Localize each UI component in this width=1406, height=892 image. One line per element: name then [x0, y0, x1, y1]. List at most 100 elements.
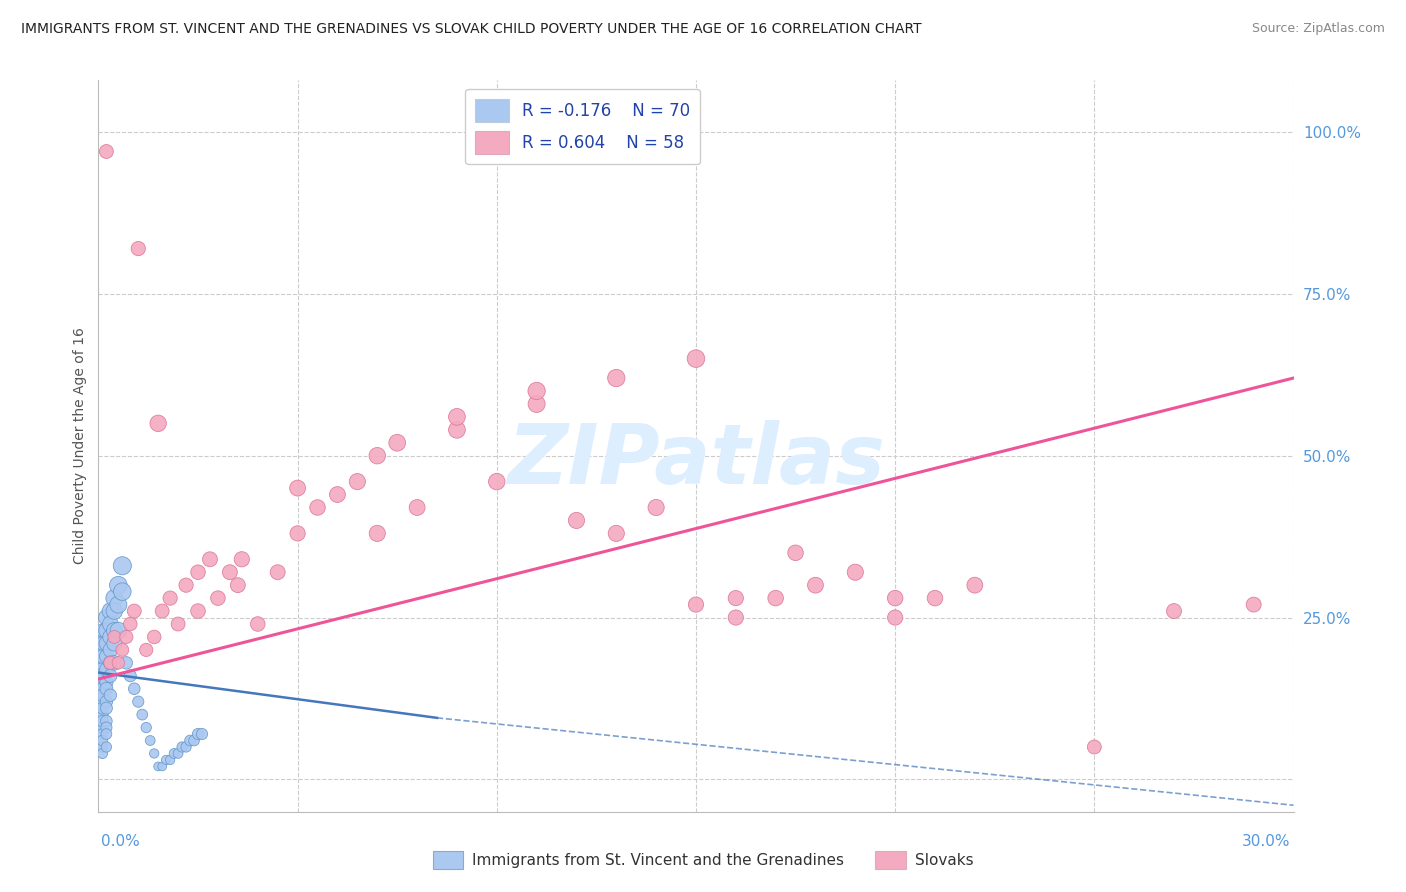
Point [127, 242, 149, 256]
Point [115, 630, 138, 644]
Point [91, 701, 114, 715]
Point [155, 753, 177, 767]
Point [884, 591, 907, 606]
Point [96, 714, 118, 728]
Point [107, 656, 129, 670]
Point [96, 675, 118, 690]
Point [163, 747, 186, 761]
Point [143, 747, 166, 761]
Point [91, 630, 114, 644]
Point [148, 759, 170, 773]
Point [287, 481, 309, 495]
Point [91, 624, 114, 638]
Point [963, 578, 986, 592]
Point [124, 681, 146, 696]
Point [115, 656, 138, 670]
Point [91, 669, 114, 683]
Point [91, 643, 114, 657]
Point [103, 604, 125, 618]
Point [685, 598, 707, 612]
Point [167, 617, 190, 632]
Point [187, 566, 209, 580]
Point [207, 591, 229, 606]
Point [91, 688, 114, 702]
Point [111, 558, 134, 573]
Point [96, 739, 118, 754]
Point [366, 526, 388, 541]
Y-axis label: Child Poverty Under the Age of 16: Child Poverty Under the Age of 16 [73, 327, 87, 565]
Point [91, 636, 114, 650]
Point [231, 552, 253, 566]
Point [785, 546, 807, 560]
Point [96, 662, 118, 676]
Point [103, 656, 125, 670]
Point [267, 566, 290, 580]
Point [191, 727, 214, 741]
Point [91, 721, 114, 735]
Point [765, 591, 787, 606]
Point [120, 669, 142, 683]
Point [107, 598, 129, 612]
Point [150, 759, 173, 773]
Point [174, 739, 197, 754]
Point [91, 675, 114, 690]
Point [446, 423, 468, 437]
Point [485, 475, 508, 489]
Point [96, 681, 118, 696]
Point [287, 526, 309, 541]
Point [127, 695, 149, 709]
Text: 30.0%: 30.0% [1243, 834, 1291, 849]
Point [1163, 604, 1185, 618]
Point [96, 695, 118, 709]
Point [111, 643, 134, 657]
Point [91, 707, 114, 722]
Point [111, 584, 134, 599]
Point [406, 500, 429, 515]
Text: 0.0%: 0.0% [101, 834, 141, 849]
Legend: Immigrants from St. Vincent and the Grenadines, Slovaks: Immigrants from St. Vincent and the Gren… [426, 845, 980, 875]
Point [565, 513, 588, 527]
Point [103, 630, 125, 644]
Point [124, 604, 146, 618]
Point [100, 669, 122, 683]
Point [107, 624, 129, 638]
Text: ZIPatlas: ZIPatlas [508, 420, 884, 501]
Point [187, 727, 209, 741]
Point [120, 617, 142, 632]
Point [100, 643, 122, 657]
Point [159, 753, 181, 767]
Point [96, 649, 118, 664]
Point [605, 371, 627, 385]
Point [307, 500, 329, 515]
Text: Source: ZipAtlas.com: Source: ZipAtlas.com [1251, 22, 1385, 36]
Point [100, 630, 122, 644]
Point [326, 487, 349, 501]
Point [96, 624, 118, 638]
Point [385, 435, 409, 450]
Point [91, 649, 114, 664]
Point [645, 500, 668, 515]
Point [91, 695, 114, 709]
Point [526, 384, 548, 398]
Point [96, 721, 118, 735]
Point [1243, 598, 1265, 612]
Point [804, 578, 827, 592]
Point [172, 739, 194, 754]
Point [91, 681, 114, 696]
Point [100, 656, 122, 670]
Point [103, 636, 125, 650]
Point [198, 552, 221, 566]
Point [96, 636, 118, 650]
Point [366, 449, 388, 463]
Point [167, 747, 190, 761]
Point [346, 475, 368, 489]
Point [91, 739, 114, 754]
Point [96, 610, 118, 624]
Point [107, 578, 129, 592]
Point [605, 526, 627, 541]
Point [924, 591, 946, 606]
Point [100, 688, 122, 702]
Point [724, 591, 747, 606]
Point [183, 733, 205, 747]
Point [844, 566, 866, 580]
